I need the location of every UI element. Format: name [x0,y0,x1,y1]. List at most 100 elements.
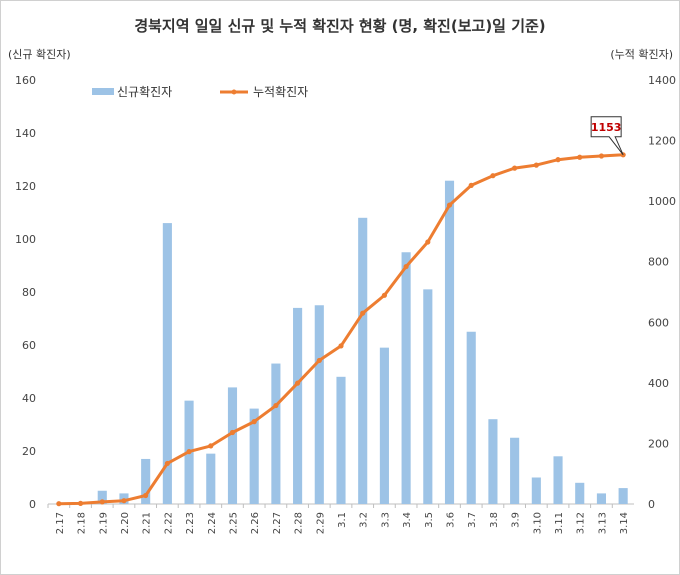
line-marker [164,460,170,467]
right-tick-label: 1200 [648,135,676,148]
right-tick-label: 200 [648,437,669,450]
line-marker [555,157,561,163]
bar [488,419,498,504]
line-marker [490,173,496,179]
bar [553,456,563,504]
x-tick-label: 3.3 [380,512,391,528]
left-tick-label: 140 [15,127,36,140]
line-marker [77,500,84,506]
x-tick-label: 3.8 [489,512,500,528]
line-marker [446,202,453,208]
left-tick-label: 20 [22,445,36,458]
line-marker [360,310,366,316]
bar [596,493,607,504]
line-marker [294,380,301,386]
bar [314,305,324,504]
legend-swatch-marker [231,89,237,95]
left-tick-label: 0 [29,498,36,511]
right-axis-label: (누적 확진자) [610,48,673,61]
legend-label-line: 누적확진자 [253,85,308,99]
x-tick-label: 3.4 [402,512,413,528]
x-tick-label: 3.14 [619,512,630,534]
x-tick-label: 2.18 [77,512,88,534]
x-tick-label: 3.10 [532,512,543,534]
x-tick-label: 2.24 [207,512,218,534]
line-marker [381,292,388,298]
left-tick-label: 80 [22,286,36,299]
legend: 신규확진자 누적확진자 [92,85,308,99]
bar [531,477,541,504]
bar [401,252,411,504]
bar [249,408,259,504]
right-tick-label: 1400 [648,74,676,87]
bar [466,331,476,504]
right-tick-label: 800 [648,256,669,269]
left-tick-label: 100 [15,233,36,246]
line-marker [273,402,279,409]
bar [227,387,238,504]
line-marker [251,419,257,425]
line-marker [56,501,62,507]
bar [206,453,216,504]
x-tick-label: 3.7 [467,512,478,528]
bar [162,223,172,504]
x-tick-label: 2.22 [163,512,174,534]
x-tick-label: 2.21 [142,512,153,534]
bar [97,490,107,504]
x-tick-label: 3.2 [359,512,370,528]
right-tick-label: 1000 [648,195,676,208]
bar [423,289,433,504]
x-tick-label: 2.20 [120,512,131,534]
right-tick-label: 600 [648,316,669,329]
bar [336,376,346,504]
right-tick-label: 0 [648,498,655,511]
bar [379,347,389,504]
line-marker [512,165,518,171]
line-marker [208,443,214,449]
legend-label-bar: 신규확진자 [117,85,172,99]
left-tick-label: 60 [22,339,36,352]
x-tick-label: 2.29 [315,512,326,534]
x-tick-label: 3.11 [554,512,565,534]
line-marker [468,182,474,188]
plot-area: 0 20 40 60 80 100 120 140 160 0 200 400 600 800 1000 12… [15,74,676,534]
bar [575,482,585,504]
line-marker [533,162,539,168]
line-marker [186,449,192,455]
line-marker [143,492,149,499]
chart-title: 경북지역 일일 신규 및 누적 확진자 현황 (명, 확진(보고)일 기준) [134,17,545,35]
line-marker [403,263,409,270]
x-tick-label: 2.23 [185,512,196,534]
left-tick-label: 120 [15,180,36,193]
bar [141,458,151,504]
x-tick-label: 2.28 [294,512,305,534]
x-tick-label: 2.25 [228,512,239,534]
x-tick-label: 3.1 [337,512,348,528]
right-tick-label: 400 [648,377,669,390]
annotation-callout [590,116,624,156]
line-marker [229,429,236,436]
x-tick-label: 3.12 [576,512,587,534]
bar [510,437,520,504]
line-marker [598,153,605,159]
bar [358,217,368,505]
line-marker [316,357,322,364]
x-tick-label: 3.13 [597,512,608,534]
x-tick-label: 3.6 [446,512,457,528]
x-tick-label: 2.27 [272,512,283,534]
bar [444,180,455,504]
x-tick-label: 2.17 [55,512,66,534]
x-tick-label: 3.9 [511,512,522,528]
annotation-label: 1153 [591,121,622,134]
line-marker [99,499,105,505]
bar [618,488,628,504]
left-tick-label: 160 [15,74,36,87]
line-marker [577,154,583,160]
x-tick-label: 3.5 [424,512,435,528]
left-axis-label: (신규 확진자) [8,48,71,61]
bar [271,363,281,504]
line-marker [425,239,431,245]
line-marker [338,343,344,349]
bar [293,307,303,504]
